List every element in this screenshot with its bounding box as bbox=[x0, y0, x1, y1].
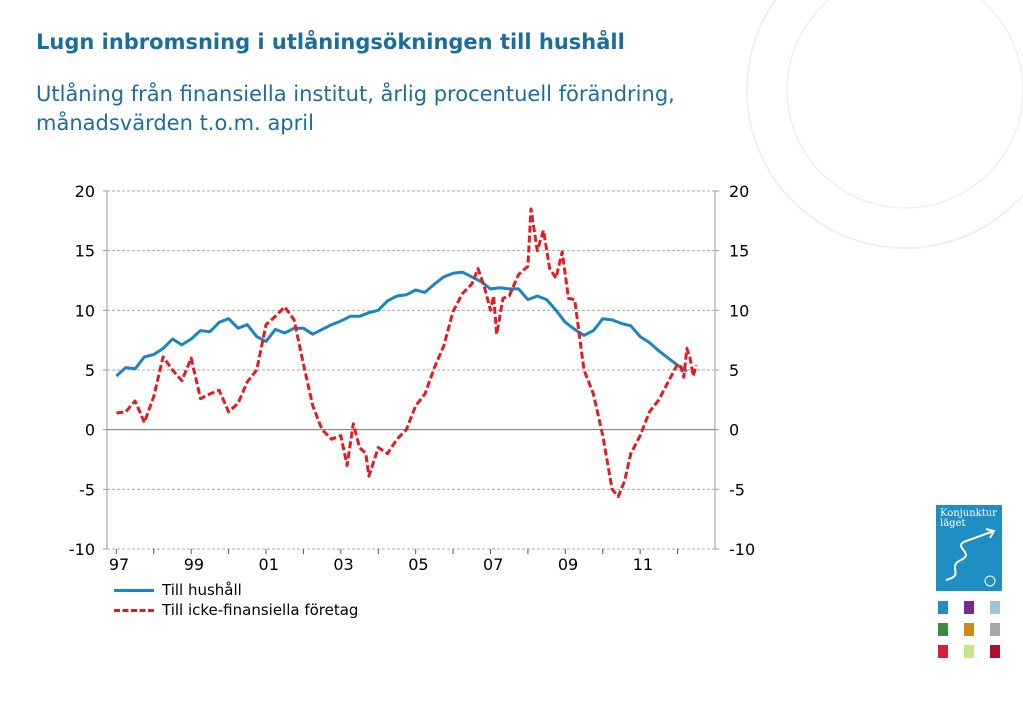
series-line-companies bbox=[116, 207, 698, 498]
x-tick-label: 99 bbox=[184, 555, 204, 574]
logo-title-line1: Konjunktur bbox=[940, 508, 997, 519]
legend-label-companies: Till icke-finansiella företag bbox=[162, 601, 359, 619]
y-tick-label-left: 15 bbox=[75, 242, 95, 261]
y-tick-label-left: 5 bbox=[85, 361, 95, 380]
page-title: Lugn inbromsning i utlåningsökningen til… bbox=[36, 30, 625, 54]
x-tick-label: 11 bbox=[633, 555, 653, 574]
y-tick-label-right: 20 bbox=[729, 182, 749, 201]
y-tick-label-left: -10 bbox=[69, 540, 95, 559]
mini-cover-icon bbox=[938, 623, 948, 636]
mini-cover-icon bbox=[990, 623, 1000, 636]
x-tick-label: 01 bbox=[259, 555, 279, 574]
y-tick-label-right: 5 bbox=[729, 361, 739, 380]
mini-cover-icon bbox=[964, 623, 974, 636]
legend-item-households: Till hushåll bbox=[114, 580, 358, 600]
mini-cover-icon bbox=[964, 645, 974, 658]
y-tick-label-right: 15 bbox=[729, 242, 749, 261]
y-tick-label-left: -5 bbox=[79, 480, 95, 499]
x-tick-label: 09 bbox=[558, 555, 578, 574]
legend-item-companies: Till icke-finansiella företag bbox=[114, 600, 358, 620]
x-tick-label: 03 bbox=[333, 555, 353, 574]
legend-label-households: Till hushåll bbox=[162, 581, 242, 599]
y-tick-label-left: 10 bbox=[75, 301, 95, 320]
mini-cover-icon bbox=[938, 645, 948, 658]
chart-legend: Till hushåll Till icke-finansiella föret… bbox=[114, 580, 358, 620]
legend-swatch-companies bbox=[114, 608, 154, 612]
x-tick-label: 07 bbox=[483, 555, 503, 574]
y-tick-label-left: 0 bbox=[85, 421, 95, 440]
report-cover-icon: Konjunktur läget bbox=[936, 505, 1002, 591]
mini-cover-icon bbox=[938, 601, 948, 614]
y-tick-label-right: 10 bbox=[729, 301, 749, 320]
y-tick-label-right: 0 bbox=[729, 421, 739, 440]
logo-title-line2: läget bbox=[940, 518, 966, 529]
logo-swirl-icon bbox=[945, 528, 996, 587]
y-tick-label-right: -5 bbox=[729, 480, 745, 499]
mini-cover-icon bbox=[990, 601, 1000, 614]
series-line-households bbox=[115, 270, 688, 378]
mini-cover-icon bbox=[990, 645, 1000, 658]
y-tick-label-right: -10 bbox=[729, 540, 755, 559]
konjunkturlaget-logo: Konjunktur läget bbox=[936, 505, 1004, 658]
x-tick-label: 97 bbox=[109, 555, 129, 574]
chart-subtitle: Utlåning från finansiella institut, årli… bbox=[36, 82, 675, 135]
legend-swatch-households bbox=[114, 588, 154, 592]
mini-cover-icon bbox=[964, 601, 974, 614]
x-tick-label: 05 bbox=[408, 555, 428, 574]
y-tick-label-left: 20 bbox=[75, 182, 95, 201]
